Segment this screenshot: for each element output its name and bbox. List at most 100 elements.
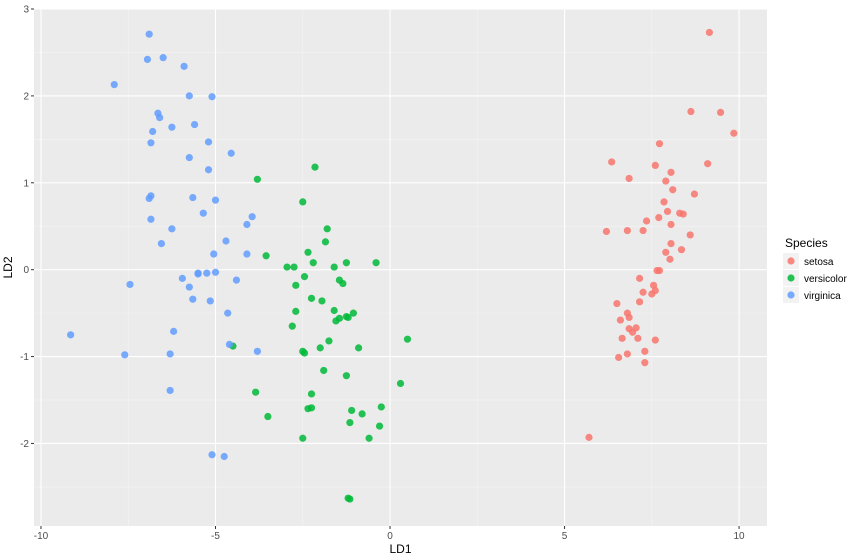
y-tick-label: 0 xyxy=(23,265,29,276)
point-versicolor xyxy=(300,273,309,281)
point-virginica xyxy=(210,250,218,258)
point-setosa xyxy=(704,160,712,168)
point-versicolor xyxy=(323,225,331,233)
point-virginica xyxy=(220,452,228,461)
point-virginica xyxy=(189,193,197,202)
x-tick-label: 5 xyxy=(562,531,568,542)
point-setosa xyxy=(641,347,649,355)
point-setosa xyxy=(660,198,668,206)
point-versicolor xyxy=(348,406,356,415)
point-versicolor xyxy=(330,306,338,315)
legend-title: Species xyxy=(785,236,828,250)
point-virginica xyxy=(157,240,166,248)
point-setosa xyxy=(666,255,674,263)
point-setosa xyxy=(655,213,663,222)
point-versicolor xyxy=(300,349,309,357)
point-virginica xyxy=(185,92,193,100)
minor-gridlines xyxy=(34,9,767,526)
y-axis: -2 -1 0 1 2 3 xyxy=(20,5,34,450)
point-setosa xyxy=(690,190,698,198)
point-virginica xyxy=(206,297,214,305)
point-setosa xyxy=(667,240,675,248)
point-setosa xyxy=(585,433,593,441)
point-virginica xyxy=(143,55,152,63)
point-versicolor xyxy=(307,404,316,412)
point-versicolor xyxy=(377,403,385,411)
point-setosa xyxy=(677,246,686,254)
x-tick-label: 0 xyxy=(387,531,393,542)
point-virginica xyxy=(211,196,220,204)
point-setosa xyxy=(602,227,611,236)
point-versicolor xyxy=(253,175,261,183)
point-versicolor xyxy=(365,434,373,442)
point-setosa xyxy=(642,217,651,225)
point-versicolor xyxy=(290,263,298,271)
point-virginica xyxy=(204,138,213,146)
point-setosa xyxy=(625,313,633,322)
panel-background xyxy=(34,9,767,526)
legend: Species setosa versicolor virginica xyxy=(783,236,847,303)
point-virginica xyxy=(248,213,256,221)
point-setosa xyxy=(705,28,714,37)
point-versicolor xyxy=(292,307,300,315)
point-virginica xyxy=(208,93,216,101)
point-virginica xyxy=(168,123,176,131)
point-setosa xyxy=(667,220,675,229)
point-setosa xyxy=(634,334,642,342)
point-virginica xyxy=(149,127,157,136)
point-versicolor xyxy=(346,495,354,503)
point-setosa xyxy=(687,107,695,116)
point-virginica xyxy=(211,268,220,276)
point-virginica xyxy=(199,209,207,217)
point-versicolor xyxy=(344,313,352,322)
point-virginica xyxy=(67,331,75,339)
point-virginica xyxy=(180,62,188,70)
point-versicolor xyxy=(288,322,296,330)
x-axis-title: LD1 xyxy=(389,542,411,556)
point-setosa xyxy=(655,140,664,148)
point-setosa xyxy=(655,266,664,275)
point-virginica xyxy=(147,139,155,147)
point-setosa xyxy=(608,158,616,166)
point-versicolor xyxy=(307,390,316,398)
point-setosa xyxy=(651,161,659,170)
point-virginica xyxy=(222,237,230,245)
point-setosa xyxy=(613,299,621,308)
point-setosa xyxy=(639,226,647,235)
point-setosa xyxy=(623,226,631,235)
point-virginica xyxy=(147,215,155,223)
point-setosa xyxy=(730,129,738,137)
point-virginica xyxy=(243,250,251,258)
point-versicolor xyxy=(342,259,350,267)
point-versicolor xyxy=(332,317,340,325)
point-setosa xyxy=(667,168,675,176)
point-virginica xyxy=(185,283,193,291)
point-versicolor xyxy=(396,379,405,388)
point-setosa xyxy=(618,334,626,342)
point-versicolor xyxy=(339,279,347,288)
point-virginica xyxy=(168,225,176,233)
point-versicolor xyxy=(325,337,333,345)
point-virginica xyxy=(190,120,199,129)
point-versicolor xyxy=(318,297,326,305)
point-setosa xyxy=(648,290,656,298)
point-virginica xyxy=(204,166,213,174)
point-setosa xyxy=(662,177,670,185)
point-versicolor xyxy=(307,294,316,302)
point-virginica xyxy=(208,451,216,459)
point-versicolor xyxy=(330,263,338,271)
point-setosa xyxy=(679,210,687,218)
y-axis-title: LD2 xyxy=(1,256,15,278)
major-gridlines xyxy=(34,8,767,526)
point-setosa xyxy=(651,336,659,344)
point-setosa xyxy=(663,207,672,216)
point-versicolor xyxy=(264,412,272,421)
point-virginica xyxy=(121,351,129,359)
point-versicolor xyxy=(262,252,270,260)
point-setosa xyxy=(716,108,725,116)
point-versicolor xyxy=(346,419,354,427)
y-tick-label: -2 xyxy=(20,439,29,450)
point-virginica xyxy=(126,280,134,289)
point-virginica xyxy=(243,220,251,229)
point-virginica xyxy=(145,30,153,38)
